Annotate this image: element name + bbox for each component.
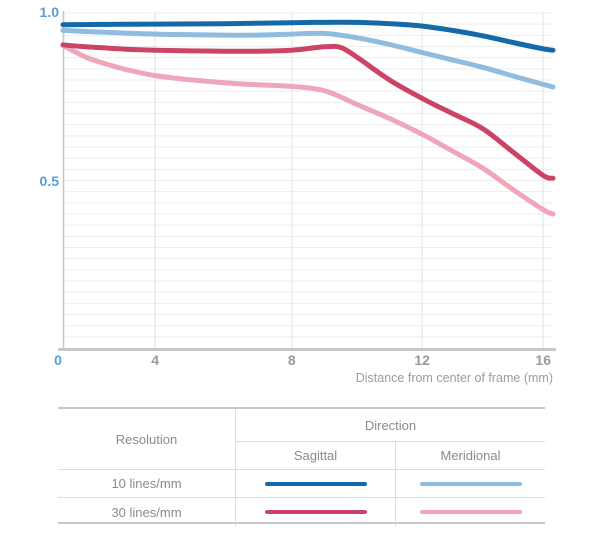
curve-30-lines-mm-meridional	[60, 43, 556, 217]
legend-meridional-header-label: Meridional	[440, 448, 501, 463]
x-axis-title: Distance from center of frame (mm)	[356, 371, 553, 385]
curve-30-lines-mm-sagittal	[60, 42, 556, 181]
legend-meridional-header: Meridional	[395, 442, 545, 470]
x-tick-label-12: 12	[414, 352, 430, 368]
legend-swatch-10-meridional	[419, 481, 522, 486]
curve-10-lines-mm-sagittal	[60, 19, 556, 53]
x-tick-label-8: 8	[288, 352, 296, 368]
legend-swatch-10-sagittal	[264, 481, 367, 486]
axis-labels: 1.0 0.5 Distance from center of frame (m…	[40, 4, 553, 385]
y-axis-label-1.0: 1.0	[40, 4, 60, 20]
x-tick-label-16: 16	[535, 352, 551, 368]
legend-swatch-cell	[395, 498, 545, 526]
legend-swatch-cell	[236, 498, 395, 526]
legend-swatch-30-meridional	[419, 510, 522, 514]
legend-direction-header: Direction	[236, 409, 545, 442]
x-tick-label-4: 4	[151, 352, 159, 368]
legend-resolution-header: Resolution	[58, 409, 236, 470]
legend-row-label-30lines-text: 30 lines/mm	[111, 504, 182, 520]
legend-table: Resolution Direction Sagittal Meridional…	[58, 407, 545, 526]
legend-swatch-cell	[395, 470, 545, 498]
legend-swatch-30-sagittal	[264, 510, 367, 514]
legend-swatch-cell	[236, 470, 395, 498]
legend-resolution-header-label: Resolution	[115, 431, 178, 447]
y-axis-label-0.5: 0.5	[40, 173, 60, 189]
legend-direction-header-label: Direction	[364, 417, 417, 433]
legend-row-label-10lines: 10 lines/mm	[58, 470, 236, 498]
mtf-curves	[60, 19, 556, 217]
legend-row-label-10lines-text: 10 lines/mm	[111, 476, 182, 491]
legend-row-label-30lines: 30 lines/mm	[58, 498, 236, 526]
legend-sagittal-header: Sagittal	[236, 442, 395, 470]
curve-10-lines-mm-meridional	[60, 27, 556, 90]
legend-sagittal-header-label: Sagittal	[293, 448, 338, 463]
x-tick-label-0: 0	[54, 352, 62, 368]
mtf-chart: 1.0 0.5 Distance from center of frame (m…	[40, 4, 556, 385]
grid-lines	[58, 11, 556, 351]
